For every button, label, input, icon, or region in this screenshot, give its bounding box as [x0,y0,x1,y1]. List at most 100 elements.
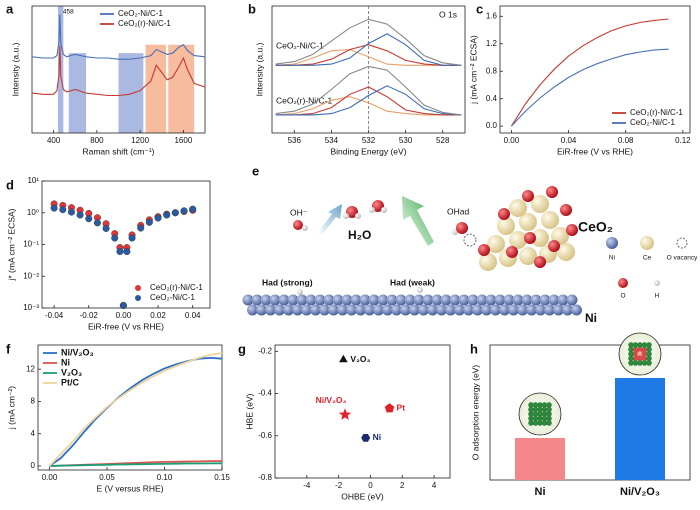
stack-label: CeO₂-Ni/C-1 [276,40,324,50]
ni-atom [566,294,578,306]
atom [546,420,552,426]
x-tick-label: 0 [368,481,373,490]
ni-atom [283,304,294,316]
y-tick-label: 10⁰ [27,208,39,217]
ce-atom [487,235,505,253]
ni-atom [521,294,533,306]
x-tick-label: 0.02 [150,311,166,320]
series-line [511,48,669,127]
y-tick-label: -0.6 [258,431,272,440]
o-vacancy [463,233,477,247]
structure-inset [518,392,562,436]
ni-atom [278,294,290,306]
o-atom [534,256,546,268]
ni-atom [476,294,488,306]
data-point [171,209,179,217]
ni-atom [242,294,254,306]
h-atom [417,287,423,293]
x-tick-label: 0.10 [157,473,173,482]
legend-label: O [620,293,625,300]
ni-atom [386,294,398,306]
x-axis-label: E (V versus RHE) [96,483,163,493]
atom [637,355,643,361]
ni-atom [265,304,276,316]
ni-atom [296,294,308,306]
ni-atom [310,304,321,316]
series-line [49,462,223,467]
panel-label: e [252,163,259,178]
x-tick-label: -0.02 [80,311,99,320]
y-tick-label: 4 [31,429,36,438]
legend-label: Ni [609,255,615,262]
legend-label: V₂O₃ [61,367,82,377]
ni-atom [481,304,492,316]
x-tick-label: 4 [432,481,437,490]
panel-label: h [470,341,478,356]
legend-label: CeO₂(r)-Ni/C-1 [630,108,683,117]
ni-atom [269,294,281,306]
legend-label: CeO₂-Ni/C-1 [118,9,163,18]
data-point [116,248,124,256]
series-line [275,65,462,116]
y-axis-label: O adsorption energy (eV) [470,365,480,461]
data-point [163,211,171,219]
ni-atom [256,304,267,316]
ni-atom [535,304,546,316]
annotation: 458 [63,9,74,16]
x-tick-label: 1200 [131,136,149,145]
legend-h [654,280,660,286]
h-atom [452,229,458,235]
species-label: Had (weak) [390,277,435,287]
ni-atom [422,294,434,306]
ce-atom [531,229,549,247]
ce-atom [541,211,559,229]
y-axis-label: Intensity (a.u.) [10,42,20,96]
ni-atom [391,304,402,316]
x-tick-label: 534 [325,136,339,145]
y-tick-label: 10⁻¹ [23,240,39,249]
species-label: OHad [447,206,469,216]
x-tick-label: 530 [399,136,413,145]
series-line [510,18,669,127]
data-point [67,208,75,216]
series-line [275,44,462,66]
atom [637,351,643,357]
x-tick-label: 0.15 [214,473,230,482]
data-point [119,301,127,309]
y-tick-label: -0.4 [258,389,272,398]
ni-atom [449,294,461,306]
ce-atom [509,231,527,249]
panel-label: g [238,341,246,356]
h-atom [381,207,387,213]
ce-atom [479,253,497,271]
o-atom [548,240,560,252]
y-tick-label: 0 [31,461,36,470]
ni-atom [260,294,272,306]
ni-atom [341,294,353,306]
x-tick-label: 0.00 [504,136,520,145]
h-atom [302,225,308,231]
diagram-panel: e OH⁻ H₂O OHad CeO₂ Had (strong) Had (we… [242,163,698,325]
legend-o [618,278,628,288]
ni-atom [463,304,474,316]
data-point [123,248,131,256]
ce-atom [531,195,549,213]
ni-atom [512,294,524,306]
x-tick-label: -4 [303,481,311,490]
data-point [76,211,84,219]
ni-atom [314,294,326,306]
panel-label: d [6,177,14,192]
arrow [402,196,434,246]
o-atom [524,232,536,244]
legend-vacancy [676,237,688,249]
ni-atom [274,304,285,316]
ce-atom [497,217,515,235]
series-line [31,45,206,97]
atom [641,355,647,361]
x-tick-label: -2 [335,481,343,490]
ni-atom [287,294,299,306]
ni-atom [548,294,560,306]
y-tick-label: 10¹ [27,176,39,185]
x-tick-label: 0.05 [99,473,115,482]
